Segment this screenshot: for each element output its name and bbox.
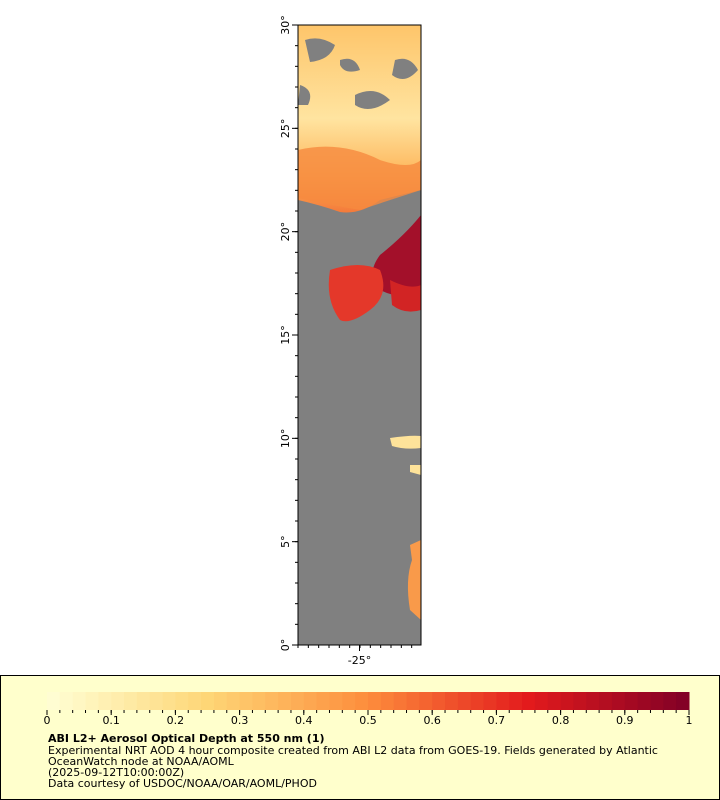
colorbar-swatch xyxy=(534,692,549,710)
colorbar-swatch xyxy=(419,692,433,710)
y-tick-label: 0° xyxy=(279,639,292,652)
colorbar-swatch xyxy=(573,692,587,710)
colorbar-swatch xyxy=(162,692,176,710)
y-tick-label: 5° xyxy=(279,535,292,548)
colorbar-swatch xyxy=(406,692,420,710)
colorbar-tick-label: 0.5 xyxy=(359,714,377,727)
colorbar-swatch xyxy=(149,692,164,710)
colorbar-swatch xyxy=(329,692,343,710)
colorbar-swatch xyxy=(278,692,292,710)
colorbar-tick-label: 1 xyxy=(686,714,693,727)
caption: (2025-09-12T10:00:00Z) xyxy=(48,766,184,779)
colorbar-swatch xyxy=(316,692,330,710)
colorbar-tick-label: 0.2 xyxy=(167,714,185,727)
colorbar-swatch xyxy=(355,692,369,710)
colorbar-swatch xyxy=(98,692,112,710)
colorbar-swatch xyxy=(611,692,626,710)
colorbar-swatch xyxy=(303,692,318,710)
colorbar-swatch xyxy=(239,692,253,710)
colorbar-tick-label: 0.8 xyxy=(552,714,570,727)
colorbar-swatch xyxy=(72,692,87,710)
colorbar-swatch xyxy=(445,692,459,710)
legend-title: ABI L2+ Aerosol Optical Depth at 550 nm … xyxy=(48,732,325,745)
colorbar-tick-label: 0.7 xyxy=(488,714,506,727)
colorbar-swatch xyxy=(226,692,241,710)
colorbar-swatch xyxy=(637,692,651,710)
colorbar-swatch xyxy=(547,692,562,710)
colorbar-swatch xyxy=(432,692,446,710)
colorbar-tick-label: 0.6 xyxy=(423,714,441,727)
colorbar-tick-label: 0.1 xyxy=(102,714,120,727)
colorbar-swatch xyxy=(252,692,266,710)
colorbar-swatch xyxy=(290,692,305,710)
colorbar-swatch xyxy=(483,692,497,710)
y-tick-label: 30° xyxy=(279,15,292,35)
caption: OceanWatch node at NOAA/AOML xyxy=(48,755,235,768)
colorbar-swatch xyxy=(265,692,279,710)
colorbar-tick-label: 0.4 xyxy=(295,714,313,727)
colorbar-swatch xyxy=(175,692,189,710)
colorbar-swatch xyxy=(136,692,151,710)
x-tick-label: -25° xyxy=(348,654,371,667)
colorbar-swatch xyxy=(457,692,472,710)
colorbar-swatch xyxy=(368,692,382,710)
caption: Experimental NRT AOD 4 hour composite cr… xyxy=(48,744,658,757)
colorbar-swatch xyxy=(509,692,523,710)
colorbar-swatch xyxy=(47,692,61,710)
colorbar-tick-label: 0.3 xyxy=(231,714,249,727)
colorbar-swatch xyxy=(213,692,228,710)
colorbar-swatch xyxy=(188,692,202,710)
colorbar-swatch xyxy=(201,692,215,710)
y-tick-label: 15° xyxy=(279,325,292,345)
colorbar-swatch xyxy=(59,692,74,710)
map-field xyxy=(298,25,421,645)
colorbar-swatch xyxy=(599,692,613,710)
colorbar-swatch xyxy=(624,692,639,710)
colorbar-swatch xyxy=(85,692,99,710)
y-tick-label: 10° xyxy=(279,429,292,449)
colorbar-swatch xyxy=(560,692,574,710)
colorbar-swatch xyxy=(393,692,408,710)
colorbar-swatch xyxy=(124,692,138,710)
colorbar-swatch xyxy=(586,692,600,710)
y-tick-label: 20° xyxy=(279,222,292,242)
colorbar-swatch xyxy=(650,692,664,710)
colorbar-swatch xyxy=(342,692,356,710)
colorbar-swatch xyxy=(676,692,690,710)
colorbar-swatch xyxy=(663,692,677,710)
colorbar-swatch xyxy=(380,692,395,710)
colorbar-tick-label: 0.9 xyxy=(616,714,634,727)
colorbar-swatch xyxy=(496,692,510,710)
caption: Data courtesy of USDOC/NOAA/OAR/AOML/PHO… xyxy=(48,777,317,790)
colorbar-swatch xyxy=(470,692,485,710)
colorbar-swatch xyxy=(522,692,536,710)
colorbar-tick-label: 0 xyxy=(44,714,51,727)
colorbar-swatch xyxy=(111,692,125,710)
y-tick-label: 25° xyxy=(279,119,292,139)
